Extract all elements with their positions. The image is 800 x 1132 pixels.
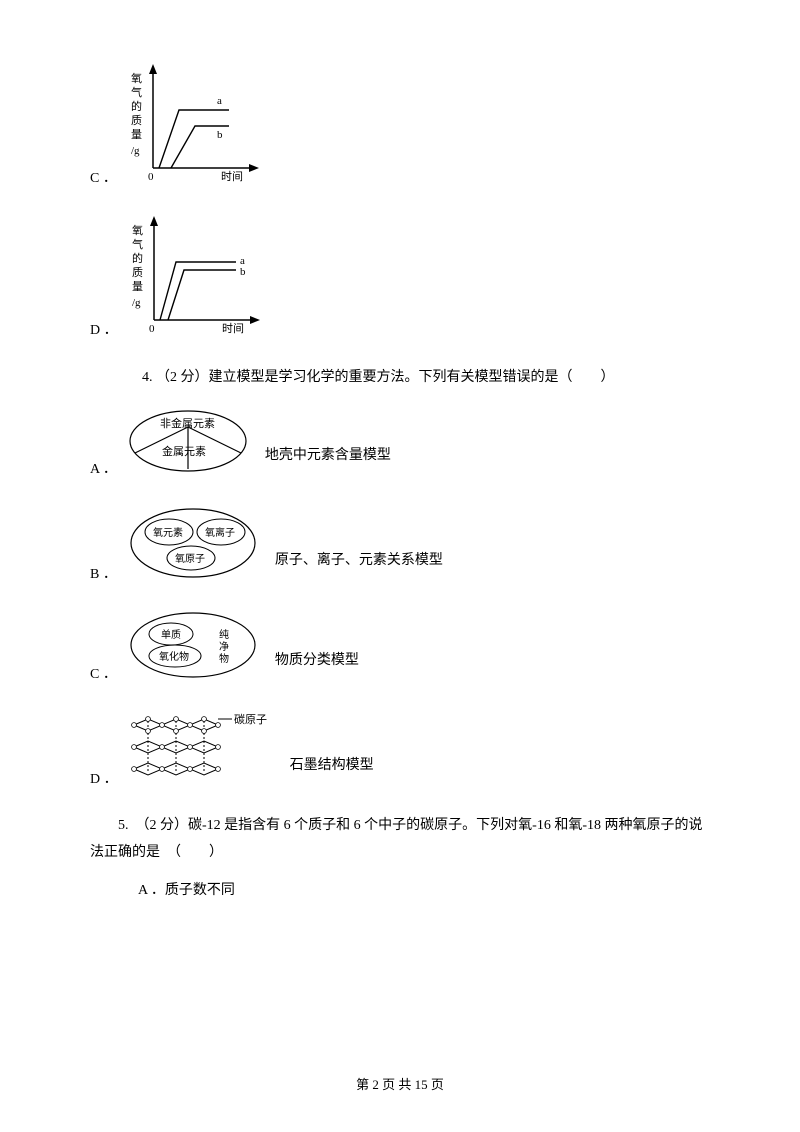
- q4-option-c-row: C ． 单质 氧化物 纯 净 物 物质分类模型: [90, 608, 710, 690]
- q4-option-a-desc: 地壳中元素含量模型: [265, 445, 391, 485]
- q4-option-d-row: D ．: [90, 709, 710, 795]
- svg-text:量: 量: [132, 280, 143, 293]
- svg-text:的: 的: [132, 251, 143, 265]
- svg-text:氧: 氧: [131, 71, 142, 85]
- q4-option-b-row: B ． 氧元素 氧离子 氧原子 原子、离子、元素关系模型: [90, 504, 710, 590]
- svg-text:a: a: [217, 95, 222, 107]
- q3-chart-c: 氧 气 的 质 量 /g 0 时间 a b: [125, 60, 263, 194]
- svg-text:/g: /g: [132, 297, 141, 309]
- q4-diagram-d: 碳原子: [126, 709, 276, 795]
- svg-text:氧离子: 氧离子: [205, 526, 235, 539]
- q4-option-b-letter: B ．: [90, 564, 117, 590]
- q4-diagram-b: 氧元素 氧离子 氧原子: [125, 504, 261, 590]
- svg-text:b: b: [240, 266, 246, 278]
- svg-text:质: 质: [132, 266, 143, 279]
- svg-text:非金属元素: 非金属元素: [160, 416, 215, 430]
- q3-option-c-letter: C ．: [90, 168, 117, 194]
- svg-text:物: 物: [219, 652, 229, 665]
- q5-option-a: A ．质子数不同: [138, 880, 710, 902]
- q5-text: 5. （2 分）碳-12 是指含有 6 个质子和 6 个中子的碳原子。下列对氧-…: [90, 813, 710, 866]
- svg-text:氧化物: 氧化物: [159, 650, 189, 663]
- svg-text:质: 质: [131, 114, 142, 127]
- q3-option-c-row: C ． 氧 气 的 质 量 /g 0 时间 a b: [90, 60, 710, 194]
- svg-text:碳原子: 碳原子: [234, 712, 267, 726]
- svg-text:时间: 时间: [222, 322, 244, 335]
- svg-text:量: 量: [131, 128, 142, 141]
- page-footer: 第 2 页 共 15 页: [0, 1075, 800, 1096]
- q4-option-a-letter: A ．: [90, 459, 117, 485]
- q4-option-a-row: A ． 非金属元素 金属元素 地壳中元素含量模型: [90, 405, 710, 485]
- q4-diagram-a: 非金属元素 金属元素: [125, 405, 251, 485]
- q3-option-d-row: D ． 氧 气 的 质 量 /g 0 时间 a b: [90, 212, 710, 346]
- svg-text:0: 0: [149, 323, 155, 335]
- svg-text:0: 0: [148, 171, 154, 183]
- q4-text: 4. （2 分）建立模型是学习化学的重要方法。下列有关模型错误的是（ ）: [114, 365, 710, 392]
- svg-text:氧: 氧: [132, 223, 143, 237]
- svg-text:氧原子: 氧原子: [175, 552, 205, 565]
- svg-text:氧元素: 氧元素: [153, 526, 183, 539]
- svg-text:气: 气: [131, 85, 142, 99]
- svg-text:b: b: [217, 129, 223, 141]
- q3-option-d-letter: D ．: [90, 320, 118, 346]
- q3-chart-d: 氧 气 的 质 量 /g 0 时间 a b: [126, 212, 264, 346]
- q4-diagram-c: 单质 氧化物 纯 净 物: [125, 608, 261, 690]
- svg-text:金属元素: 金属元素: [162, 444, 206, 458]
- svg-text:/g: /g: [131, 145, 140, 157]
- q4-option-b-desc: 原子、离子、元素关系模型: [275, 550, 443, 590]
- q4-option-d-letter: D ．: [90, 769, 118, 795]
- q4-option-c-desc: 物质分类模型: [275, 650, 359, 690]
- svg-text:单质: 单质: [161, 629, 181, 641]
- q4-option-d-desc: 石墨结构模型: [290, 755, 374, 795]
- svg-text:纯: 纯: [219, 628, 229, 641]
- svg-text:气: 气: [132, 237, 143, 251]
- svg-text:净: 净: [219, 640, 229, 653]
- svg-text:的: 的: [131, 99, 142, 113]
- q4-option-c-letter: C ．: [90, 664, 117, 690]
- svg-text:时间: 时间: [221, 170, 243, 183]
